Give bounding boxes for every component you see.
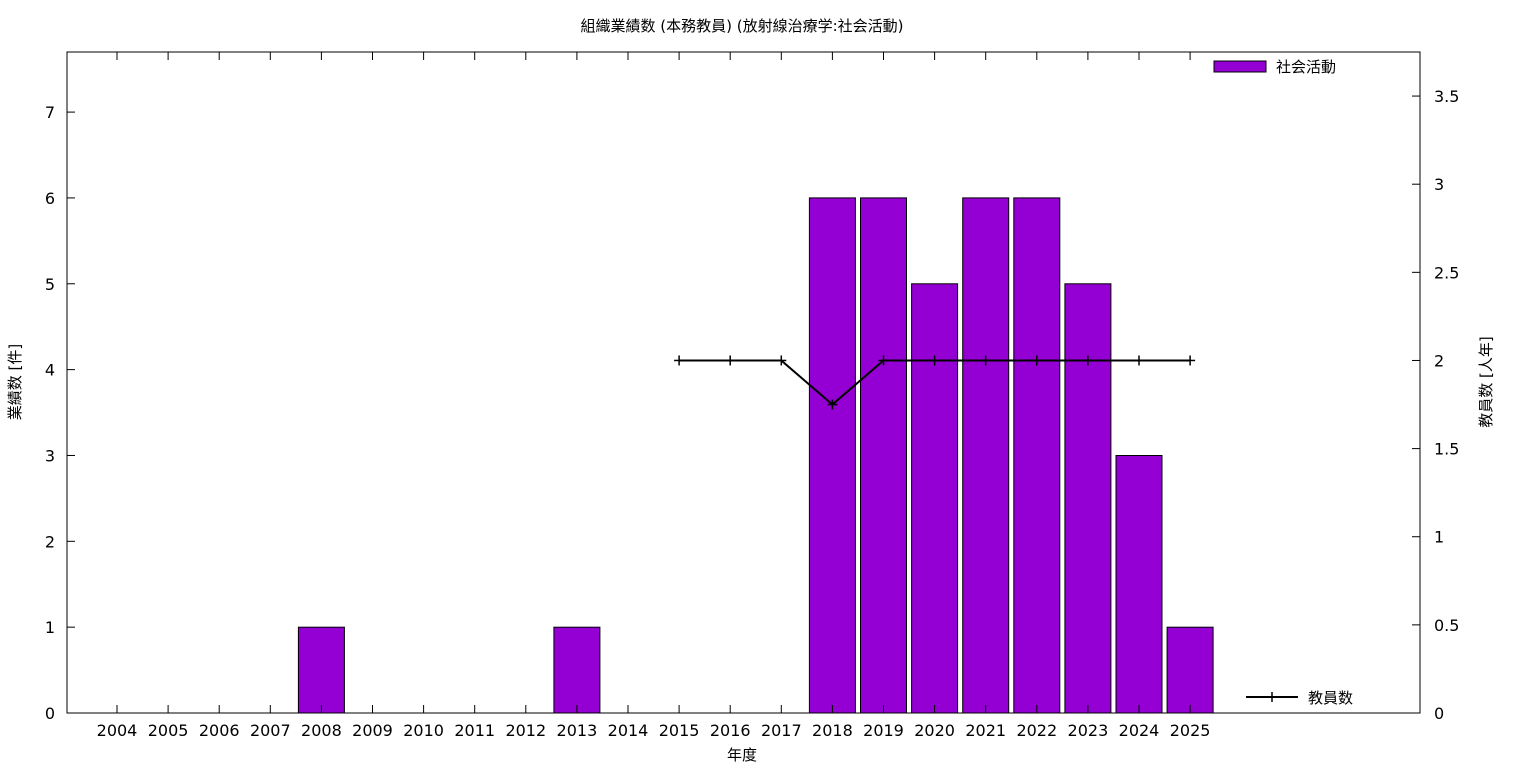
x-tick-label-2018: 2018 [812, 721, 853, 740]
teacher-count-point-2024 [1134, 355, 1144, 366]
x-tick-label-2009: 2009 [352, 721, 393, 740]
x-tick-label-2022: 2022 [1016, 721, 1057, 740]
x-tick-label-2007: 2007 [250, 721, 291, 740]
legend-bar-label: 社会活動 [1276, 58, 1336, 76]
teacher-count-point-2016 [725, 355, 736, 366]
x-tick-label-2008: 2008 [301, 721, 342, 740]
x-tick-label-2006: 2006 [199, 721, 240, 740]
teacher-count-point-2022 [1031, 355, 1042, 366]
ticks-layer: 2004 2005 2006 2007 2008 2009 2010 2011 2012 2013… [45, 52, 1459, 740]
y-tick-label-1: 1 [45, 618, 55, 637]
teacher-count-point-2019 [878, 355, 889, 366]
y-tick-label-3: 3 [45, 446, 55, 465]
x-tick-label-2004: 2004 [97, 721, 138, 740]
bar-2013 [553, 626, 601, 714]
legend-line: 教員数 [1246, 689, 1353, 707]
bar-2024 [1115, 455, 1163, 714]
bar-2019 [860, 197, 907, 714]
x-tick-label-2019: 2019 [863, 721, 904, 740]
y-tick-label-4: 4 [45, 361, 55, 380]
y-axis-title: 業績数 [件] [6, 344, 24, 420]
bar-2018 [808, 197, 856, 714]
teacher-count-point-2023 [1082, 355, 1093, 366]
y2-tick-label-3.5: 3.5 [1434, 87, 1459, 106]
y-tick-label-6: 6 [45, 189, 55, 208]
legend-bar-swatch [1213, 60, 1267, 73]
bar-2008 [297, 626, 345, 714]
x-tick-label-2025: 2025 [1170, 721, 1211, 740]
bar-2021 [962, 197, 1010, 714]
x-tick-label-2005: 2005 [148, 721, 189, 740]
teacher-count-point-2018 [827, 399, 838, 410]
y2-tick-label-1: 1 [1434, 528, 1444, 547]
teacher-count-point-2021 [980, 355, 991, 366]
teacher-count-point-2017 [776, 355, 787, 366]
bar-2022 [1013, 197, 1061, 714]
y-tick-label-2: 2 [45, 532, 55, 551]
y-tick-label-5: 5 [45, 275, 55, 294]
x-tick-label-2023: 2023 [1068, 721, 1109, 740]
x-tick-label-2024: 2024 [1119, 721, 1160, 740]
bar-2020 [911, 283, 959, 714]
teacher-count-point-2025 [1185, 355, 1196, 366]
x-tick-label-2010: 2010 [403, 721, 444, 740]
x-tick-label-2020: 2020 [914, 721, 955, 740]
bar-2025 [1166, 626, 1214, 714]
teacher-count-point-2020 [929, 355, 940, 366]
x-tick-label-2013: 2013 [557, 721, 598, 740]
x-tick-label-2021: 2021 [965, 721, 1006, 740]
line-layer [674, 355, 1196, 410]
x-axis-title: 年度 [727, 746, 757, 764]
y2-tick-label-3: 3 [1434, 175, 1444, 194]
x-tick-label-2017: 2017 [761, 721, 802, 740]
y2-tick-label-2: 2 [1434, 351, 1444, 370]
legend-line-label: 教員数 [1308, 689, 1353, 707]
y2-tick-label-1.5: 1.5 [1434, 440, 1459, 459]
y2-axis-title: 教員数 [人年] [1477, 336, 1495, 427]
x-tick-label-2015: 2015 [659, 721, 700, 740]
bar-2023 [1064, 283, 1112, 714]
teacher-count-point-2015 [674, 355, 685, 366]
bars-layer [297, 197, 1214, 714]
x-tick-label-2014: 2014 [608, 721, 649, 740]
y-tick-label-0: 0 [45, 704, 55, 723]
chart-title: 組織業績数 (本務教員) (放射線治療学:社会活動) [580, 17, 903, 35]
x-tick-label-2016: 2016 [710, 721, 751, 740]
plot-frame [66, 51, 1421, 714]
legend-bar: 社会活動 [1213, 58, 1336, 76]
x-tick-label-2012: 2012 [505, 721, 546, 740]
y-tick-label-7: 7 [45, 103, 55, 122]
y2-tick-label-0: 0 [1434, 704, 1444, 723]
y2-tick-label-2.5: 2.5 [1434, 263, 1459, 282]
y2-tick-label-0.5: 0.5 [1434, 616, 1459, 635]
x-tick-label-2011: 2011 [454, 721, 495, 740]
